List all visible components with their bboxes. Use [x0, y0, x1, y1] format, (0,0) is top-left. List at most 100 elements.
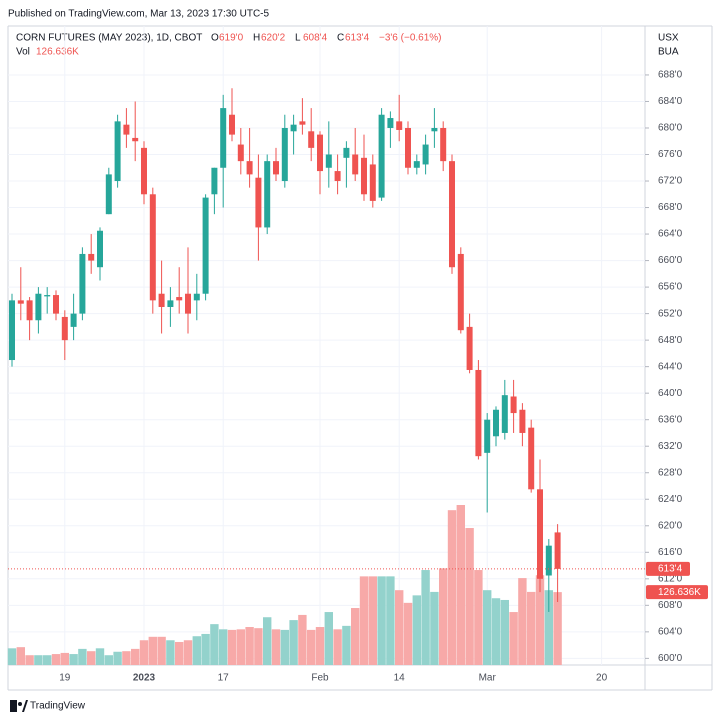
volume-bar	[183, 640, 193, 665]
candle-body	[290, 124, 297, 132]
candle-body	[501, 395, 508, 433]
y-tick-label: 672'0	[658, 176, 683, 187]
candle-body	[97, 230, 103, 268]
candle-body	[545, 545, 552, 576]
y-tick-label: 676'0	[658, 149, 683, 160]
volume-bar	[139, 640, 149, 665]
volume-bar	[307, 629, 316, 665]
ohlc-key: L	[295, 33, 301, 44]
y-tick-label: 628'0	[658, 467, 683, 478]
volume-bar	[289, 620, 298, 665]
y-tick-label: 640'0	[658, 388, 683, 399]
volume-bar	[553, 592, 562, 665]
candle-body	[396, 121, 403, 130]
ohlc-value: 613'4	[345, 33, 370, 44]
volume-bar	[386, 576, 395, 665]
candle-body	[449, 161, 455, 268]
candle-body	[105, 174, 112, 215]
candle-body	[193, 293, 200, 301]
volume-bar	[421, 570, 430, 665]
volume-bar	[535, 575, 545, 665]
volume-bar	[78, 648, 87, 665]
volume-bar	[7, 648, 17, 665]
volume-bar	[359, 576, 369, 665]
volume-bar	[544, 590, 553, 665]
candle-body	[220, 108, 227, 168]
last-volume-label: 126.636K	[658, 587, 701, 598]
candle-body	[158, 293, 165, 307]
candle-body	[431, 127, 438, 132]
candle-body	[361, 157, 367, 195]
candle-body	[176, 297, 183, 301]
candle-body	[493, 409, 499, 437]
candle-body	[387, 118, 394, 128]
y-tick-label: 668'0	[658, 202, 683, 213]
volume-header: 126.636K	[36, 47, 79, 58]
candle-body	[246, 161, 253, 175]
candle-body	[413, 161, 420, 168]
y-tick-label: 656'0	[658, 282, 683, 293]
ohlc-value: 620'2	[261, 33, 286, 44]
y-tick-label: 600'0	[658, 653, 683, 664]
volume-bar	[333, 629, 342, 665]
volume-bar	[219, 629, 228, 665]
ohlc-key: O	[211, 33, 219, 44]
brand: TradingView	[30, 701, 86, 712]
candle-body	[528, 427, 535, 490]
y-tick-label: 632'0	[658, 441, 683, 452]
volume-bars	[7, 505, 562, 665]
volume-bar	[368, 576, 377, 665]
volume-bar	[377, 576, 386, 665]
volume-bar	[131, 648, 140, 665]
ohlc-value: 619'0	[219, 33, 244, 44]
volume-bar	[95, 648, 105, 665]
y-tick-label: 644'0	[658, 361, 683, 372]
volume-bar	[430, 591, 439, 665]
x-tick-label: Feb	[311, 673, 329, 684]
volume-bar	[43, 655, 52, 665]
volume-bar	[175, 641, 184, 665]
last-volume-tag	[646, 585, 708, 600]
y-tick-label: 604'0	[658, 626, 683, 637]
candle-body	[35, 293, 42, 321]
y-tick-label: 664'0	[658, 229, 683, 240]
volume-bar	[412, 595, 421, 665]
volume-bar	[342, 625, 351, 665]
candle-body	[378, 114, 385, 198]
candle-body	[440, 127, 447, 162]
candle-body	[53, 295, 59, 314]
y-tick-label: 616'0	[658, 547, 683, 558]
volume-bar	[227, 629, 237, 665]
volume-bar	[395, 590, 404, 665]
x-tick-label: 14	[394, 673, 406, 684]
candle-body	[484, 419, 491, 453]
candle-body	[61, 316, 68, 341]
y-tick-label: 660'0	[658, 255, 683, 266]
volume-bar	[500, 599, 509, 665]
y-tick-label: 608'0	[658, 600, 683, 611]
candle-body	[369, 164, 376, 201]
volume-bar	[465, 528, 474, 665]
volume-bar	[113, 651, 122, 665]
candle-body	[44, 295, 51, 297]
volume-bar	[201, 633, 210, 665]
candle-body	[237, 144, 244, 162]
volume-bar	[34, 655, 43, 665]
y-tick-label: 648'0	[658, 335, 683, 346]
volume-bar	[16, 647, 25, 665]
candle-body	[202, 197, 209, 294]
candle-body	[211, 167, 218, 195]
candle-body	[229, 114, 235, 135]
volume-bar	[192, 636, 201, 665]
last-price-label: 613'4	[658, 564, 683, 575]
volume-bar	[69, 654, 78, 665]
candle-body	[26, 300, 33, 321]
candle-body	[132, 137, 139, 142]
volume-bar	[87, 651, 96, 665]
volume-bar	[456, 505, 465, 665]
y-tick-label: 680'0	[658, 123, 683, 134]
y-tick-label: 612'0	[658, 573, 683, 584]
volume-bar	[148, 636, 157, 665]
volume-bar	[254, 628, 263, 665]
